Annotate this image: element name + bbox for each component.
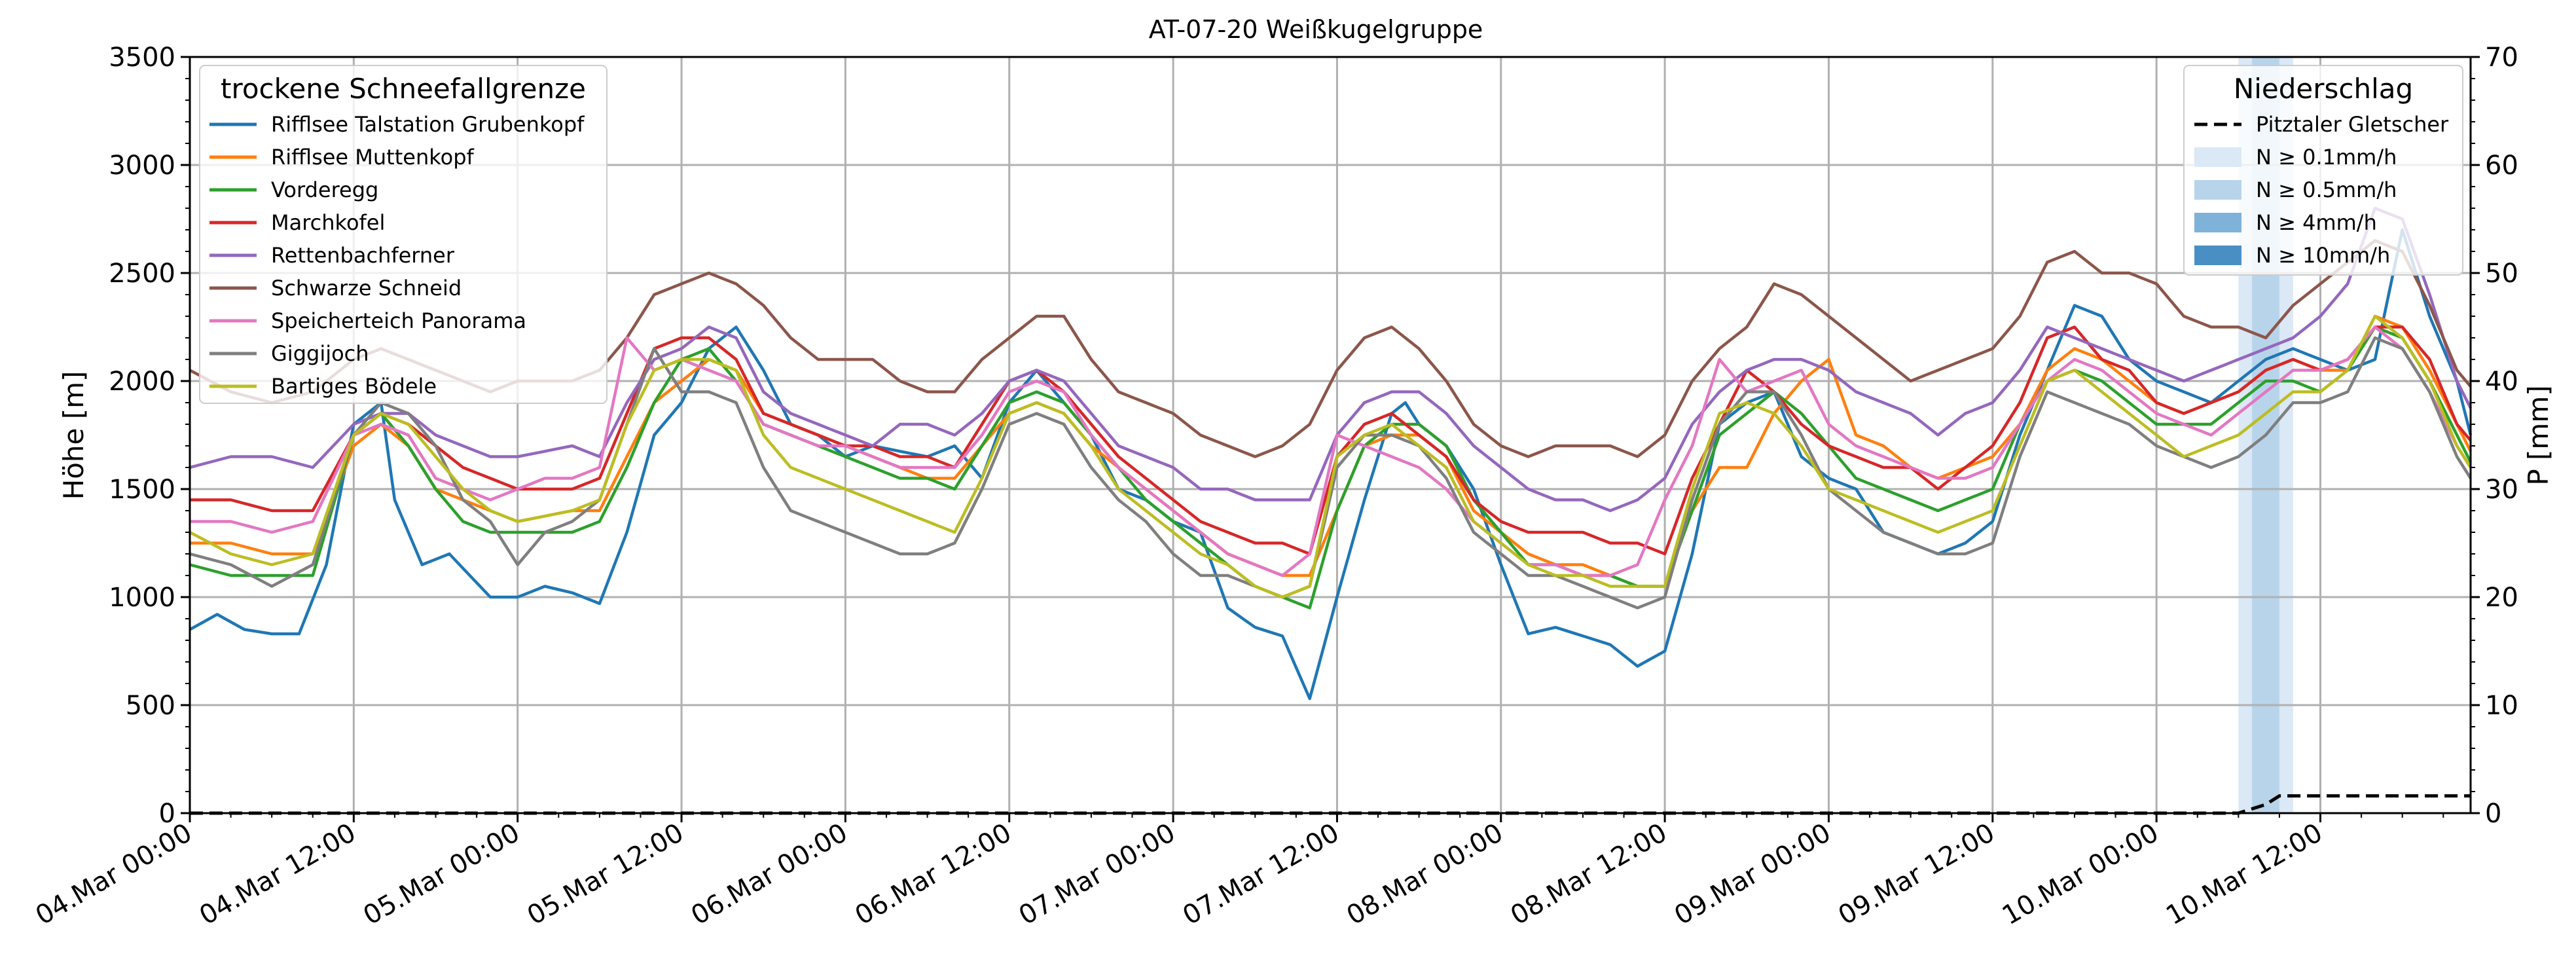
y-tick-label-1: 500 — [126, 691, 175, 721]
y-tick-label-6: 3000 — [109, 151, 175, 181]
legend-snowfall-box — [199, 65, 608, 404]
legend-label-5: Schwarze Schneid — [271, 276, 462, 301]
y-tick-label-3: 1500 — [109, 475, 175, 505]
y-right-tick-label-5: 50 — [2485, 259, 2518, 289]
left-axis-ticks: 0 500 1000 1500 2000 2500 3000 3500 — [109, 43, 190, 829]
y-right-tick-label-6: 60 — [2485, 151, 2518, 181]
legend-snowfall-title: trockene Schneefallgrenze — [221, 73, 586, 105]
series-line-2 — [189, 325, 2473, 610]
legend-precip-label-4: N ≥ 10mm/h — [2256, 243, 2390, 268]
legend-precip-swatch-4 — [2194, 246, 2241, 265]
series-line-4 — [189, 206, 2473, 513]
y-axis-right-label: P [mm] — [2522, 385, 2554, 485]
legend-label-2: Vorderegg — [271, 177, 378, 202]
legend-label-6: Speicherteich Panorama — [271, 308, 526, 333]
legend-precip-label-3: N ≥ 4mm/h — [2256, 210, 2377, 235]
y-tick-label-0: 0 — [159, 799, 175, 829]
legend-precip-swatch-2 — [2194, 180, 2241, 200]
y-right-tick-label-4: 40 — [2485, 367, 2518, 397]
legend-label-1: Rifflsee Muttenkopf — [271, 145, 475, 170]
series-line-0 — [189, 228, 2473, 701]
y-tick-label-2: 1000 — [109, 583, 175, 613]
legend-precip-label-0: Pitztaler Gletscher — [2256, 112, 2449, 137]
legend-precipitation-items: Pitztaler Gletscher N ≥ 0.1mm/h N ≥ 0.5mm/… — [2194, 112, 2449, 268]
legend-precip-swatch-1 — [2194, 147, 2241, 167]
y-tick-label-7: 3500 — [109, 43, 175, 73]
legend-snowfall: trockene Schneefallgrenze Rifflsee Talst… — [199, 65, 608, 404]
y-right-tick-label-0: 0 — [2485, 799, 2501, 829]
legend-label-3: Marchkofel — [271, 210, 385, 235]
legend-precip-label-1: N ≥ 0.1mm/h — [2256, 145, 2397, 170]
legend-label-7: Giggijoch — [271, 341, 369, 366]
y-tick-label-5: 2500 — [109, 259, 175, 289]
series-line-3 — [190, 325, 2472, 556]
chart-title: AT-07-20 Weißkugelgruppe — [1149, 15, 1483, 44]
legend-precipitation: Niederschlag Pitztaler Gletscher N ≥ 0.1m… — [2183, 65, 2463, 276]
legend-label-4: Rettenbachferner — [271, 243, 455, 268]
plot-frame — [189, 56, 2472, 814]
right-axis-ticks: 0 10 20 30 40 50 60 70 — [2471, 43, 2518, 829]
y-right-tick-label-1: 10 — [2485, 691, 2518, 721]
legend-label-8: Bartiges Bödele — [271, 374, 437, 399]
series-line-8 — [189, 314, 2472, 599]
legend-precip-swatch-3 — [2194, 213, 2241, 232]
legend-precipitation-title: Niederschlag — [2234, 73, 2413, 105]
legend-label-0: Rifflsee Talstation Grubenkopf — [271, 112, 585, 137]
series-lines — [189, 206, 2473, 701]
series-line-7 — [189, 336, 2472, 610]
y-right-tick-label-2: 20 — [2485, 583, 2518, 613]
y-tick-label-4: 2000 — [109, 367, 175, 397]
legend-precipitation-box — [2183, 65, 2463, 276]
series-line-6 — [190, 325, 2472, 577]
legend-precip-label-2: N ≥ 0.5mm/h — [2256, 177, 2397, 202]
y-right-tick-label-3: 30 — [2485, 475, 2518, 505]
y-right-tick-label-7: 70 — [2485, 43, 2518, 73]
y-axis-label: Höhe [m] — [58, 371, 90, 500]
legend-snowfall-items: Rifflsee Talstation Grubenkopf Rifflsee M… — [209, 112, 585, 399]
